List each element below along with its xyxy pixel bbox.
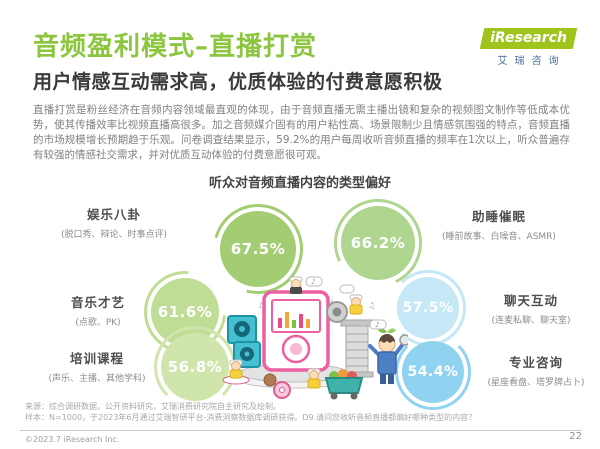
bubble-entertainment-gossip: 67.5% [220,211,296,287]
jukebox-workers-illustration: ♪ ♪ ♪ ♩ ♫ [222,276,408,400]
source-notes: 来源：综合调研数据，公开资料研究，艾瑞消费研究院自主研究及绘制。 样本：N=10… [25,401,585,423]
bubble-value: 54.4% [407,364,459,380]
category-sub: (声乐、主播、其他学科) [48,374,146,384]
category-music-talent: 音乐才艺 (点歌、PK) [36,292,160,328]
bubble-sleep-aid: 66.2% [341,206,415,280]
svg-text:♪: ♪ [258,301,263,310]
bubble-value: 66.2% [350,234,406,252]
category-sub: (睡前故事、白噪音、ASMR) [442,232,556,242]
footer-divider [20,430,582,431]
svg-text:♪: ♪ [311,278,315,286]
bubble-value: 57.5% [402,300,454,316]
iresearch-logo-band: iResearch [479,28,577,49]
chart-title: 听众对音频直播内容的类型偏好 [208,176,391,191]
category-label: 助睡催眠 [471,209,526,224]
category-label: 专业咨询 [508,355,563,370]
category-training-courses: 培训课程 (声乐、主播、其他学科) [22,348,172,384]
category-label: 培训课程 [69,351,124,366]
source-note-1: 来源：综合调研数据，公开资料研究，艾瑞消费研究院自主研究及绘制。 [25,402,281,411]
bubble-professional-consulting: 54.4% [402,341,464,403]
category-chat-interaction: 聊天互动 (连麦私聊、聊天室) [468,290,594,326]
svg-text:♩: ♩ [330,296,333,304]
bubble-chat-interaction: 57.5% [397,277,459,339]
copyright: ©2023.7 iResearch Inc. [25,435,120,444]
page-subtitle: 用户情感互动需求高，优质体验的付费意愿积极 [33,71,443,93]
category-label: 音乐才艺 [70,295,125,310]
iresearch-logo: iResearch 艾瑞咨询 [476,27,580,67]
bubble-value: 56.8% [167,358,223,376]
bubble-value: 67.5% [230,240,286,258]
category-label: 娱乐八卦 [86,207,141,222]
category-sub: (星座看盘、塔罗牌占卜) [487,378,585,388]
category-sub: (点歌、PK) [75,318,121,328]
category-sub: (连麦私聊、聊天室) [491,316,571,326]
category-sleep-aid: 助睡催眠 (睡前故事、白噪音、ASMR) [410,206,588,242]
category-sub: (脱口秀、辩论、时事点评) [60,230,168,240]
chart-canvas: 娱乐八卦 (脱口秀、辩论、时事点评) 67.5% 助睡催眠 (睡前故事、白噪音、… [0,192,600,410]
svg-text:♫: ♫ [368,301,375,310]
svg-text:♪: ♪ [375,321,379,329]
category-entertainment-gossip: 娱乐八卦 (脱口秀、辩论、时事点评) [28,204,200,240]
bubble-value: 61.6% [157,303,213,321]
bubble-training-courses: 56.8% [161,333,229,401]
source-note-2: 样本：N=1000，于2023年6月通过艾瑞智研平台-消费洞察数据库调研获得。D… [25,413,477,423]
page-number: 22 [569,431,582,442]
iresearch-logo-cn: 艾瑞咨询 [497,56,566,67]
intro-paragraph: 直播打赏是粉丝经济在音频内容领域最直观的体现，由于音频直播无需主播出镜和复杂的视… [33,104,570,161]
iresearch-logo-text: iResearch [489,30,567,46]
category-professional-consulting: 专业咨询 (星座看盘、塔罗牌占卜) [476,352,596,388]
page-title: 音频盈利模式–直播打赏 [33,32,318,62]
category-label: 聊天互动 [503,293,558,308]
